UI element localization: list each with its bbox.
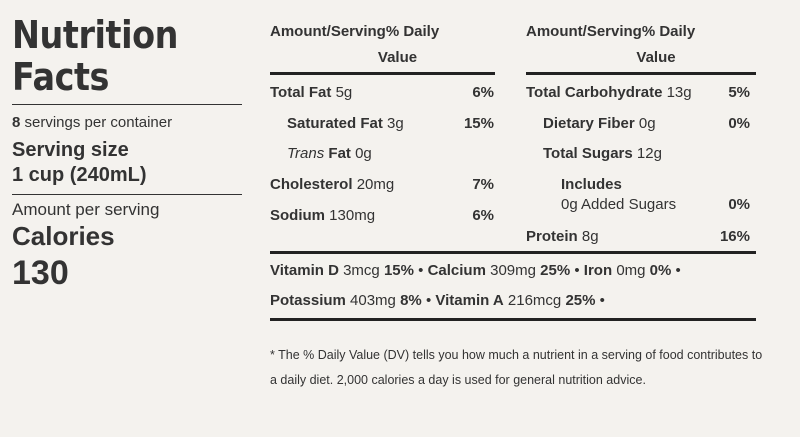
separator: • bbox=[425, 292, 432, 309]
nutrient-amount: 20mg bbox=[356, 176, 395, 193]
vitamins-line-2: Potassium 403mg 8% • Vitamin A 216mcg 25… bbox=[270, 288, 605, 314]
nutrient-amount: 3g bbox=[387, 115, 404, 132]
dv-sodium: 6% bbox=[472, 207, 494, 224]
nutrient-amount: 8g bbox=[581, 228, 599, 245]
nutrient-name: Dietary Fiber bbox=[543, 115, 635, 132]
calcium-name: Calcium bbox=[427, 262, 486, 279]
divider bbox=[12, 104, 242, 105]
nutrient-amount: 0g bbox=[638, 115, 656, 132]
vitamin-a-amount: 216mcg bbox=[507, 292, 562, 309]
nutrition-summary: Nutrition Facts 8 servings per container… bbox=[12, 14, 242, 293]
divider bbox=[12, 194, 242, 195]
iron-name: Iron bbox=[583, 262, 613, 279]
nutrient-name: Total Fat bbox=[270, 84, 332, 101]
separator: • bbox=[675, 262, 681, 279]
dv-dietary-fiber: 0% bbox=[728, 115, 750, 132]
potassium-dv: 8% bbox=[400, 292, 422, 309]
header-line-2: Value bbox=[636, 49, 676, 66]
servings-text: servings per container bbox=[20, 114, 173, 131]
vitamin-d-dv: 15% bbox=[383, 262, 414, 279]
vitamin-a-name: Vitamin A bbox=[435, 292, 504, 309]
potassium-amount: 403mg bbox=[350, 292, 396, 309]
right-table-header: Amount/Serving% Daily Value bbox=[526, 19, 756, 71]
nutrient-amount: 12g bbox=[636, 145, 662, 162]
nutrient-name: Total Carbohydrate bbox=[526, 84, 663, 101]
vitamins-line-1: Vitamin D 3mcg 15% • Calcium 309mg 25% •… bbox=[270, 258, 681, 284]
calories-value: 130 bbox=[12, 254, 69, 292]
title-line-1: Nutrition bbox=[12, 13, 179, 57]
nutrient-row-protein: Protein 8g bbox=[526, 225, 599, 249]
vitamin-a-dv: 25% bbox=[565, 292, 596, 309]
iron-amount: 0mg bbox=[616, 262, 646, 279]
dv-added-sugars: 0% bbox=[728, 196, 750, 213]
potassium-name: Potassium bbox=[270, 292, 346, 309]
vitamin-d-name: Vitamin D bbox=[270, 262, 339, 279]
nutrient-name-italic: Trans bbox=[287, 145, 325, 162]
title: Nutrition Facts bbox=[12, 14, 250, 98]
left-table-header: Amount/Serving% Daily Value bbox=[270, 19, 495, 71]
thick-divider bbox=[526, 72, 756, 75]
nutrient-name: Includes bbox=[561, 176, 622, 193]
nutrient-amount: 130mg bbox=[329, 207, 376, 224]
iron-dv: 0% bbox=[649, 262, 672, 279]
serving-size-value: 1 cup (240mL) bbox=[12, 164, 147, 186]
calories-label: Calories bbox=[12, 221, 115, 251]
header-line-1: Amount/Serving% Daily bbox=[526, 23, 696, 40]
nutrient-row-total-fat: Total Fat 5g bbox=[270, 81, 352, 105]
nutrient-name: Cholesterol bbox=[270, 176, 353, 193]
nutrient-row-total-carbohydrate: Total Carbohydrate 13g bbox=[526, 81, 692, 105]
nutrient-row-dietary-fiber: Dietary Fiber 0g bbox=[543, 112, 656, 136]
dv-saturated-fat: 15% bbox=[463, 115, 494, 132]
nutrient-row-trans-fat: Trans Fat 0g bbox=[287, 142, 372, 166]
header-line-2: Value bbox=[377, 49, 418, 66]
separator: • bbox=[574, 262, 580, 279]
nutrient-row-sodium: Sodium 130mg bbox=[270, 204, 375, 228]
nutrient-name: Fat bbox=[324, 145, 351, 162]
calcium-amount: 309mg bbox=[490, 262, 536, 279]
servings-per-container: 8 servings per container bbox=[12, 114, 242, 138]
nutrient-amount: 0g Added Sugars bbox=[561, 196, 677, 213]
nutrient-row-added-sugars: 0g Added Sugars bbox=[561, 193, 676, 217]
separator: • bbox=[599, 292, 605, 309]
thick-divider bbox=[270, 318, 756, 321]
header-line-1: Amount/Serving% Daily bbox=[270, 23, 440, 40]
servings-count: 8 bbox=[12, 114, 21, 131]
vitamin-d-amount: 3mcg bbox=[343, 262, 380, 279]
nutrient-name: Sodium bbox=[270, 207, 325, 224]
nutrient-row-includes-label: Includes bbox=[561, 173, 622, 197]
thick-divider bbox=[270, 72, 495, 75]
nutrient-amount: 5g bbox=[335, 84, 353, 101]
nutrient-row-saturated-fat: Saturated Fat 3g bbox=[287, 112, 404, 136]
amount-per-serving: Amount per serving bbox=[12, 200, 160, 219]
nutrient-amount: 13g bbox=[666, 84, 692, 101]
dv-cholesterol: 7% bbox=[472, 176, 494, 193]
nutrient-name: Saturated Fat bbox=[287, 115, 383, 132]
nutrient-name: Protein bbox=[526, 228, 578, 245]
nutrient-amount: 0g bbox=[355, 145, 372, 162]
dv-total-carbohydrate: 5% bbox=[728, 84, 750, 101]
nutrient-row-total-sugars: Total Sugars 12g bbox=[543, 142, 662, 166]
thick-divider bbox=[270, 251, 756, 254]
dv-total-fat: 6% bbox=[472, 84, 494, 101]
daily-value-footnote: * The % Daily Value (DV) tells you how m… bbox=[270, 348, 763, 387]
serving-size-label: Serving size bbox=[12, 139, 129, 161]
dv-protein: 16% bbox=[719, 228, 750, 245]
nutrient-name: Total Sugars bbox=[543, 145, 633, 162]
calcium-dv: 25% bbox=[540, 262, 571, 279]
separator: • bbox=[418, 262, 424, 279]
title-line-2: Facts bbox=[12, 55, 109, 99]
nutrient-row-cholesterol: Cholesterol 20mg bbox=[270, 173, 394, 197]
